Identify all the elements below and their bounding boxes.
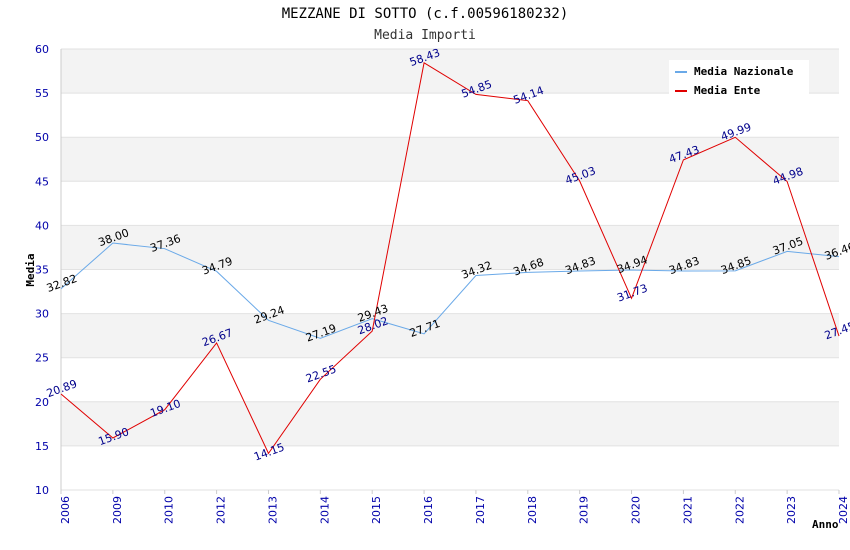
x-tick-label: 2021: [681, 496, 694, 524]
y-tick-label: 35: [35, 264, 49, 277]
gridlines: [60, 48, 839, 491]
y-axis-label: Media: [24, 253, 37, 286]
legend-box: [669, 60, 809, 100]
y-tick-label: 20: [35, 396, 49, 409]
legend-label-media-ente: Media Ente: [694, 84, 761, 97]
y-tick-label: 15: [35, 440, 49, 453]
x-tick-label: 2023: [785, 496, 798, 524]
x-tick-label: 2019: [578, 496, 591, 524]
grid-band: [61, 137, 839, 182]
y-tick-label: 30: [35, 308, 49, 321]
x-tick-label: 2009: [111, 496, 124, 524]
y-tick-label: 60: [35, 43, 49, 56]
x-tick-label: 2020: [630, 496, 643, 524]
legend: Media Nazionale Media Ente: [669, 60, 809, 100]
x-tick-label: 2018: [526, 496, 539, 524]
grid-bands: [61, 49, 839, 490]
x-tick-label: 2014: [318, 496, 331, 524]
x-tick-label: 2022: [733, 496, 746, 524]
chart-subtitle: Media Importi: [374, 28, 476, 43]
y-axis-ticks: 10 15 20 25 30 35 40 45 50 55 60: [35, 43, 49, 497]
x-tick-label: 2015: [370, 496, 383, 524]
grid-band: [61, 93, 839, 138]
x-tick-label: 2017: [474, 496, 487, 524]
grid-band: [61, 181, 839, 226]
x-axis-ticks: 2006 2009 2010 2012 2013 2014 2015 2016 2017 2018…: [59, 490, 850, 524]
grid-band: [61, 445, 839, 490]
y-tick-label: 45: [35, 175, 49, 188]
chart-title: MEZZANE DI SOTTO (c.f.00596180232): [282, 6, 569, 22]
y-tick-label: 10: [35, 484, 49, 497]
y-tick-label: 55: [35, 87, 49, 100]
grid-band: [61, 269, 839, 314]
x-tick-label: 2013: [266, 496, 279, 524]
grid-band: [61, 313, 839, 358]
y-tick-label: 25: [35, 352, 49, 365]
x-tick-label: 2006: [59, 496, 72, 524]
series-line-media-ente: [60, 62, 840, 455]
grid-band: [61, 225, 839, 270]
series-line-media-nazionale: [60, 242, 840, 339]
x-tick-label: 2016: [422, 496, 435, 524]
y-tick-label: 40: [35, 219, 49, 232]
x-axis-label: Anno: [812, 518, 839, 531]
grid-band: [61, 357, 839, 402]
x-tick-label: 2024: [837, 496, 850, 524]
y-tick-label: 50: [35, 131, 49, 144]
series-lines: [60, 62, 840, 455]
legend-label-media-nazionale: Media Nazionale: [694, 65, 794, 78]
grid-band: [61, 401, 839, 446]
x-tick-label: 2010: [163, 496, 176, 524]
x-tick-label: 2012: [215, 496, 228, 524]
